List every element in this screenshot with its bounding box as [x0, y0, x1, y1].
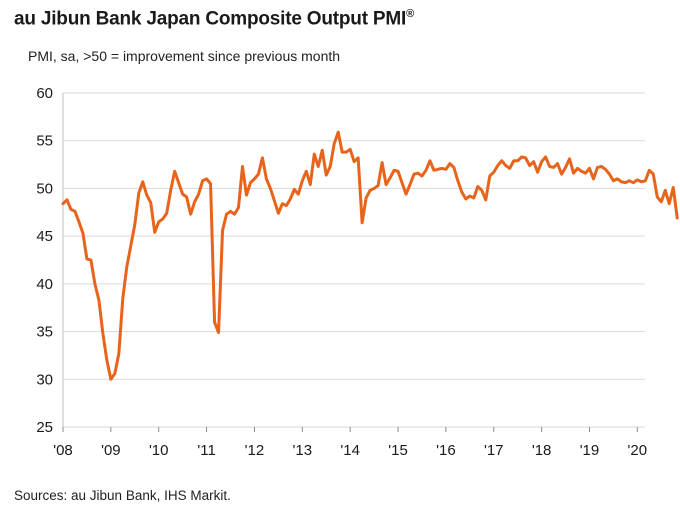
y-tick-label: 50: [36, 180, 53, 197]
y-axis: 25 30 35 40 45 50 55 60: [36, 85, 64, 436]
series-line-0: [61, 130, 679, 381]
x-tick-label: '18: [532, 442, 552, 459]
registered-mark: ®: [406, 8, 414, 20]
source-note: Sources: au Jibun Bank, IHS Markit.: [14, 488, 231, 503]
gridlines: [63, 92, 645, 428]
x-tick-label: '14: [340, 442, 360, 459]
x-tick-label: '20: [628, 442, 648, 459]
y-tick-label: 55: [36, 133, 53, 150]
x-tick-label: '19: [580, 442, 600, 459]
y-tick-label: 60: [36, 85, 53, 102]
series-layer: [61, 130, 679, 381]
chart-subtitle: PMI, sa, >50 = improvement since previou…: [28, 48, 341, 64]
chart-title: au Jibun Bank Japan Composite Output PMI…: [14, 8, 414, 30]
x-tick-label: '09: [101, 442, 121, 459]
y-tick-label: 30: [36, 371, 53, 388]
x-tick-label: '08: [53, 442, 73, 459]
y-tick-label: 35: [36, 324, 53, 341]
x-tick-label: '17: [484, 442, 504, 459]
x-tick-label: '12: [245, 442, 265, 459]
x-axis: '08 '09 '10 '11 '12 '13 '14 '15 '16 '17 '18 '19 '20: [53, 427, 647, 459]
x-tick-label: '16: [436, 442, 456, 459]
y-tick-label: 40: [36, 276, 53, 293]
y-tick-label: 45: [36, 228, 53, 245]
x-tick-label: '11: [197, 442, 215, 459]
y-tick-label: 25: [36, 419, 53, 436]
x-tick-label: '10: [149, 442, 169, 459]
x-tick-label: '13: [293, 442, 313, 459]
x-tick-label: '15: [388, 442, 408, 459]
